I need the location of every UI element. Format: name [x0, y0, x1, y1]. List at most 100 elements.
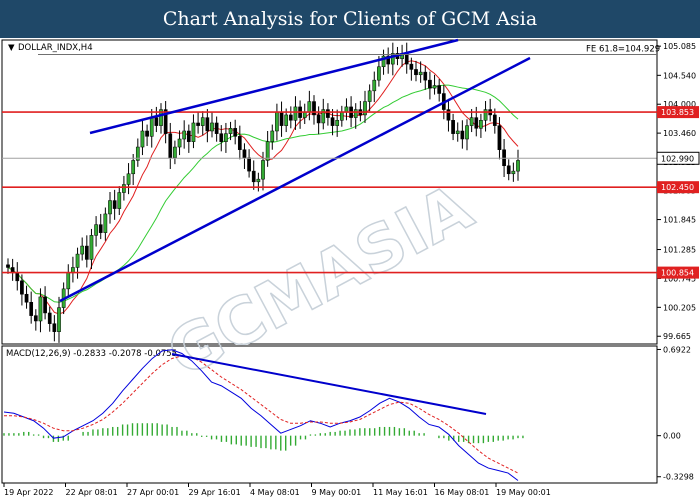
symbol-arrow-icon: ▼ [8, 43, 15, 53]
support-resistance-levels [2, 111, 657, 274]
trendline-upper-channel[interactable] [89, 38, 459, 135]
candle-bearish [247, 157, 251, 172]
candle-bullish [256, 178, 261, 183]
candle-bullish [377, 66, 381, 81]
candle-bullish [210, 122, 214, 132]
candle-bearish [214, 122, 219, 134]
level-tags: 103.853 102.450 100.854 102.990 [656, 106, 700, 279]
price-tick-label: 101.845 [663, 216, 696, 225]
time-tick-label: 9 May 00:01 [312, 488, 362, 497]
candle-bullish [103, 213, 108, 233]
macd-tick-label: 0.6922 [663, 345, 691, 354]
candle-bearish [20, 280, 24, 295]
candle-bullish [80, 245, 85, 255]
candlesticks [6, 42, 520, 343]
candle-bearish [15, 272, 20, 282]
candle-bullish [182, 130, 187, 140]
price-tick-label: 99.665 [663, 332, 691, 341]
candle-bearish [288, 114, 293, 121]
macd-trendline[interactable] [171, 353, 487, 415]
chart-banner: Chart Analysis for Clients of GCM Asia [0, 0, 700, 38]
candle-bullish [511, 170, 516, 175]
candle-bullish [159, 109, 163, 126]
candle-bearish [196, 122, 200, 126]
candle-bearish [451, 120, 455, 134]
candle-bearish [154, 117, 159, 126]
macd-histogram [3, 423, 524, 451]
candle-bearish [29, 302, 34, 316]
candle-bullish [390, 53, 395, 65]
macd-line [3, 349, 519, 481]
candle-bearish [205, 117, 210, 132]
candle-bullish [372, 79, 377, 92]
candle-bullish [353, 109, 358, 118]
price-tick-label: 101.285 [663, 246, 696, 255]
candle-bullish [89, 235, 94, 260]
candle-bearish [312, 101, 316, 116]
candle-bullish [38, 296, 43, 322]
candle-bullish [75, 253, 80, 268]
candle-bullish [307, 101, 312, 113]
candle-bearish [446, 109, 451, 121]
candle-bullish [455, 130, 460, 134]
candle-bearish [24, 293, 29, 303]
candle-bullish [224, 133, 228, 142]
candle-bullish [94, 224, 98, 236]
candle-bullish [135, 146, 140, 161]
candle-bullish [465, 125, 469, 140]
candle-bullish [149, 117, 154, 137]
candle-bearish [474, 117, 479, 129]
candle-bearish [219, 133, 224, 142]
time-tick-label: 22 Apr 08:01 [66, 488, 118, 497]
candle-bearish [52, 323, 57, 332]
candle-bearish [414, 69, 418, 76]
candle-bullish [381, 55, 386, 68]
macd-axis: 0.6922 0.00 -0.3298 [657, 345, 694, 482]
candle-bullish [261, 160, 265, 180]
time-tick-label: 29 Apr 16:01 [189, 488, 241, 497]
candle-bullish [335, 120, 340, 126]
candle-bearish [428, 79, 432, 89]
candle-bearish [506, 165, 511, 175]
candle-bearish [279, 112, 284, 126]
candle-bullish [275, 112, 279, 132]
candle-bullish [284, 114, 289, 126]
time-axis: 19 Apr 2022 22 Apr 08:01 27 Apr 00:01 29 Ap… [3, 483, 551, 497]
symbol-label: DOLLAR_INDX,H4 [18, 43, 93, 53]
candle-bullish [321, 109, 326, 124]
trend-lines [59, 38, 531, 303]
candle-bullish [479, 120, 483, 129]
candle-bullish [191, 122, 196, 142]
candle-bearish [423, 71, 428, 81]
candle-bullish [483, 109, 488, 121]
candle-bullish [228, 128, 233, 134]
price-tick-label: 104.540 [663, 71, 696, 80]
time-tick-label: 16 May 08:01 [435, 488, 490, 497]
level-tag [657, 181, 699, 194]
candle-bullish [367, 90, 372, 102]
candle-bullish [57, 307, 61, 332]
candle-bullish [270, 130, 275, 142]
current-price-tag [656, 151, 700, 165]
candle-bearish [460, 130, 465, 140]
candle-bullish [173, 146, 177, 158]
candle-bullish [432, 85, 437, 89]
trendline-lower-channel[interactable] [59, 56, 531, 303]
fibonacci-label: FE 61.8=104.929 [586, 45, 660, 55]
level-tag [657, 106, 699, 119]
candle-bullish [265, 141, 270, 161]
macd-tick-label: -0.3298 [663, 473, 694, 482]
candle-bullish [200, 117, 205, 126]
candle-bearish [6, 264, 10, 268]
time-tick-label: 19 May 00:01 [496, 488, 551, 497]
trading-chart[interactable]: GCMASIA FE 61.8=104.929 ▼ DOLLAR_INDX,H4… [0, 38, 700, 500]
candle-bearish [186, 130, 191, 142]
candle-bearish [251, 170, 256, 183]
candle-bullish [131, 160, 136, 175]
price-tick-label: 103.460 [663, 129, 696, 138]
time-tick-label: 4 May 08:01 [250, 488, 300, 497]
candle-bearish [145, 130, 149, 137]
candle-bullish [339, 112, 344, 121]
candle-bearish [237, 136, 242, 150]
candle-bullish [302, 112, 307, 118]
